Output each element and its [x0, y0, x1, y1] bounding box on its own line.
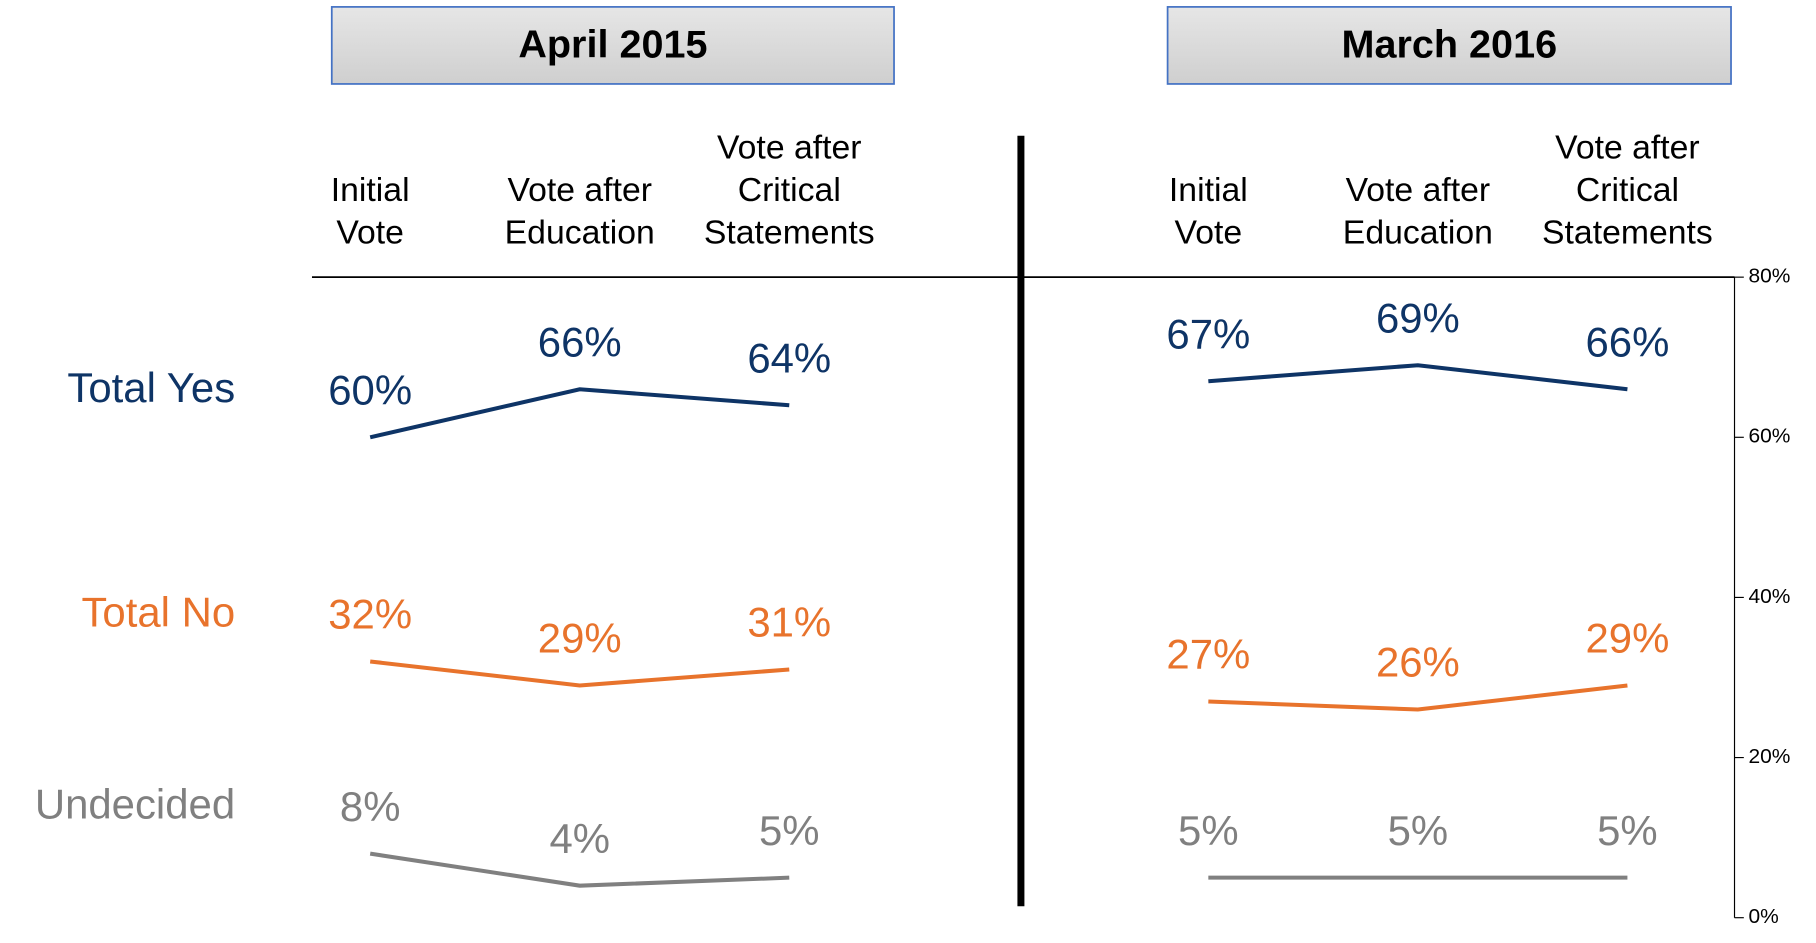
data-label: 27%: [1166, 631, 1250, 678]
series-name: Undecided: [35, 781, 235, 828]
data-label: 32%: [328, 591, 412, 638]
y-tick-label: 80%: [1748, 265, 1790, 288]
series-line: [1208, 683, 1628, 712]
data-label: 4%: [549, 815, 610, 862]
category-label: Vote after Education: [505, 172, 655, 251]
data-label: 5%: [1178, 807, 1239, 854]
data-label: 66%: [538, 319, 622, 366]
y-tick-label: 20%: [1748, 745, 1790, 768]
series-line: [369, 659, 790, 688]
data-label: 67%: [1166, 311, 1250, 358]
data-label: 29%: [538, 615, 622, 662]
category-label: Vote after Critical Statements: [1542, 129, 1713, 251]
series-name: Total Yes: [67, 364, 235, 411]
data-label: 5%: [1597, 807, 1658, 854]
panel-title: March 2016: [1342, 23, 1558, 67]
data-label: 29%: [1585, 615, 1669, 662]
data-label: 66%: [1585, 319, 1669, 366]
data-label: 69%: [1376, 295, 1460, 342]
panel-header-box: [330, 6, 895, 85]
series-line: [369, 387, 790, 440]
y-tick-label: 40%: [1748, 585, 1790, 608]
panel-header-box: [1166, 6, 1732, 85]
data-label: 31%: [747, 599, 831, 646]
data-label: 64%: [747, 335, 831, 382]
series-name: Total No: [81, 589, 235, 636]
series-line: [1208, 363, 1628, 392]
data-label: 8%: [340, 783, 401, 830]
data-label: 60%: [328, 367, 412, 414]
panel-title: April 2015: [518, 23, 707, 67]
data-label: 5%: [759, 807, 820, 854]
category-label: Initial Vote: [331, 172, 410, 251]
data-label: 26%: [1376, 639, 1460, 686]
series-line: [369, 851, 790, 888]
y-tick-label: 60%: [1748, 425, 1790, 448]
data-label: 5%: [1388, 807, 1449, 854]
category-label: Initial Vote: [1169, 172, 1248, 251]
category-label: Vote after Critical Statements: [704, 129, 875, 251]
category-label: Vote after Education: [1343, 172, 1493, 251]
y-tick-label: 0%: [1748, 905, 1778, 928]
